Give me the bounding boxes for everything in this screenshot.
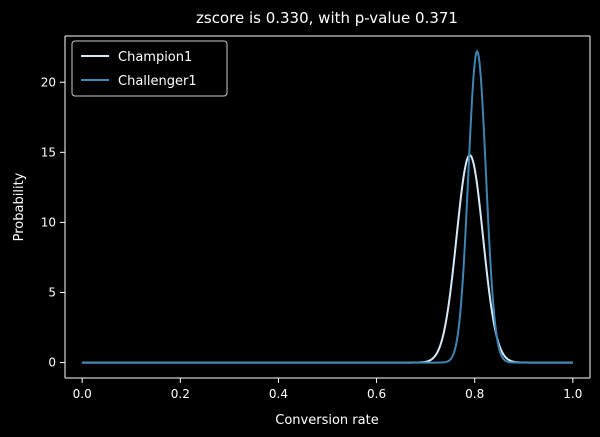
x-tick-label: 0.4 — [269, 387, 288, 401]
axes-frame — [64, 35, 591, 379]
x-axis-label: Conversion rate — [275, 413, 378, 428]
y-axis-ticks: 0 5 10 15 20 — [41, 75, 65, 370]
x-tick-label: 0.2 — [171, 387, 190, 401]
chart-title: zscore is 0.330, with p-value 0.371 — [196, 9, 458, 27]
series-lines — [82, 49, 573, 364]
x-tick-label: 0.8 — [465, 387, 484, 401]
legend-label-champion1: Champion1 — [118, 50, 192, 65]
challenger1-curve — [82, 49, 573, 364]
legend-box — [71, 40, 228, 97]
y-tick-label: 5 — [48, 286, 56, 300]
y-tick-label: 15 — [41, 145, 56, 159]
y-tick-label: 20 — [41, 75, 56, 89]
x-tick-label: 0.6 — [367, 387, 386, 401]
y-tick-label: 0 — [48, 356, 56, 370]
y-axis-label: Probability — [12, 172, 27, 241]
x-axis-ticks: 0.0 0.2 0.4 0.6 0.8 1.0 — [73, 378, 582, 401]
x-tick-label: 1.0 — [563, 387, 582, 401]
x-tick-label: 0.0 — [73, 387, 92, 401]
legend: Champion1 Challenger1 — [71, 40, 228, 97]
y-tick-label: 10 — [41, 215, 56, 229]
legend-label-challenger1: Challenger1 — [118, 74, 197, 89]
